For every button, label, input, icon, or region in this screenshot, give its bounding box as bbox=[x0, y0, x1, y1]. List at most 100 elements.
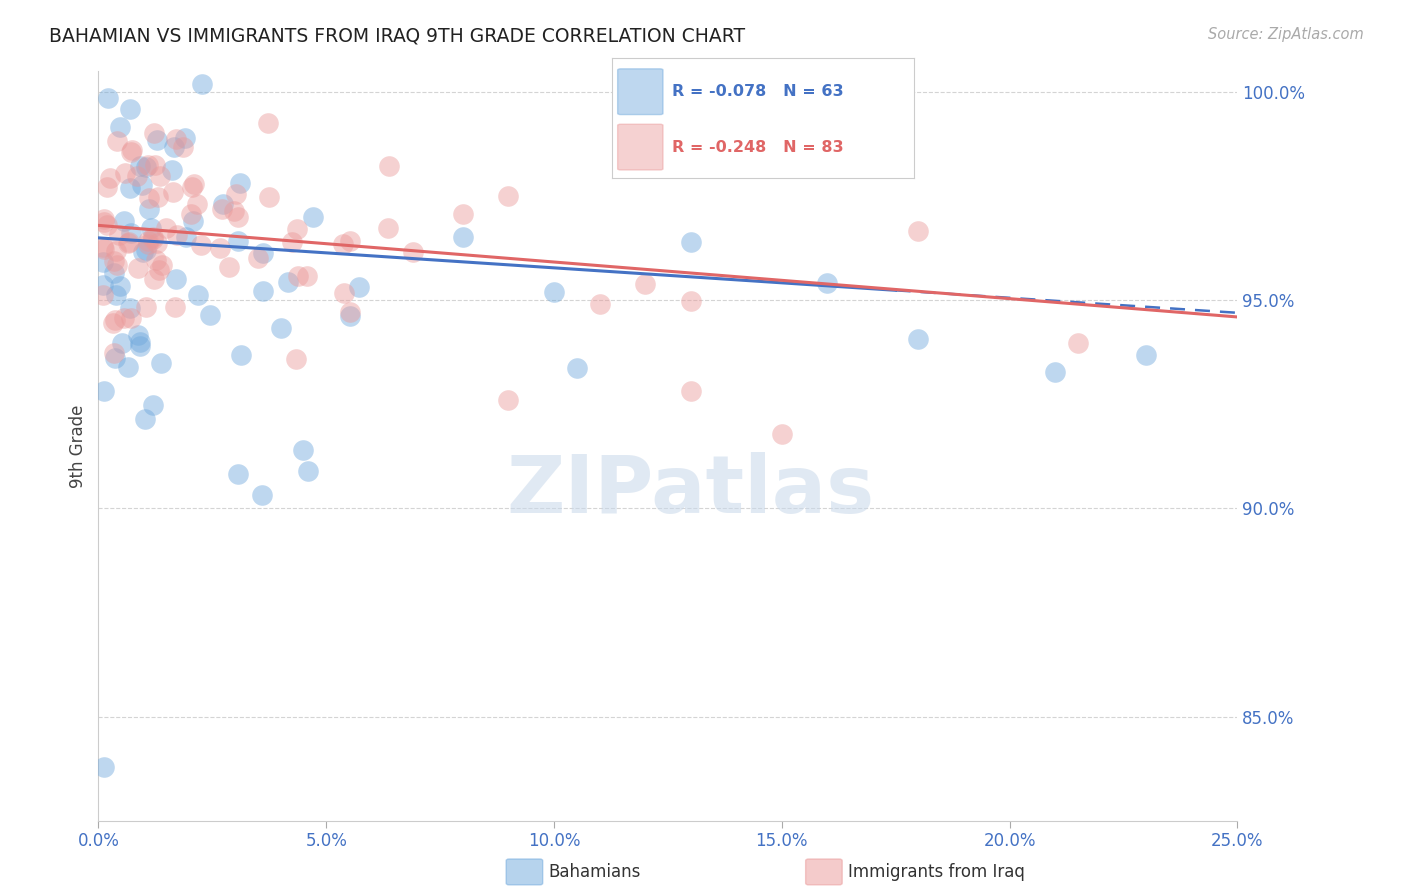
Point bbox=[114, 167, 136, 181]
Point bbox=[91, 278, 114, 293]
Point bbox=[907, 332, 929, 346]
Point bbox=[451, 229, 474, 244]
Point bbox=[96, 218, 118, 232]
Point bbox=[150, 356, 173, 370]
Point bbox=[172, 140, 194, 154]
Point bbox=[402, 244, 425, 259]
Point bbox=[129, 334, 152, 349]
Point bbox=[190, 237, 212, 252]
Point bbox=[142, 231, 165, 245]
Point bbox=[1135, 348, 1157, 362]
Point bbox=[103, 266, 125, 280]
Point bbox=[142, 230, 165, 244]
Point bbox=[770, 426, 793, 441]
Point bbox=[187, 287, 209, 301]
Point bbox=[297, 268, 319, 283]
FancyBboxPatch shape bbox=[617, 124, 664, 170]
Point bbox=[128, 339, 150, 353]
Point bbox=[162, 185, 184, 199]
Point bbox=[98, 171, 121, 186]
Point bbox=[180, 180, 202, 194]
Point bbox=[93, 215, 115, 229]
Point bbox=[815, 276, 838, 290]
Point bbox=[105, 244, 128, 258]
Point bbox=[127, 328, 149, 343]
Point bbox=[225, 186, 247, 201]
Point bbox=[211, 202, 233, 216]
Point bbox=[104, 313, 127, 327]
Point bbox=[1043, 365, 1066, 379]
Point bbox=[257, 116, 280, 130]
Point bbox=[93, 384, 115, 398]
Point bbox=[131, 178, 153, 193]
Point bbox=[679, 294, 702, 309]
Point bbox=[117, 236, 139, 251]
Point bbox=[97, 91, 120, 105]
Point bbox=[91, 240, 114, 254]
Point bbox=[907, 224, 929, 238]
Point bbox=[297, 464, 319, 478]
Point bbox=[285, 351, 308, 366]
Point bbox=[226, 235, 249, 249]
Point bbox=[132, 244, 155, 259]
Point bbox=[287, 268, 309, 283]
Point bbox=[498, 392, 520, 407]
Point bbox=[281, 235, 304, 250]
Point bbox=[209, 240, 232, 254]
Point bbox=[91, 254, 114, 268]
Point bbox=[101, 316, 124, 330]
Point bbox=[149, 169, 172, 183]
Text: R = -0.248   N = 83: R = -0.248 N = 83 bbox=[672, 139, 844, 154]
Point bbox=[347, 279, 370, 293]
Point bbox=[93, 212, 115, 227]
Point bbox=[228, 467, 250, 481]
Point bbox=[160, 162, 183, 177]
Text: BAHAMIAN VS IMMIGRANTS FROM IRAQ 9TH GRADE CORRELATION CHART: BAHAMIAN VS IMMIGRANTS FROM IRAQ 9TH GRA… bbox=[49, 27, 745, 45]
Point bbox=[543, 285, 565, 299]
Point bbox=[121, 143, 143, 157]
Point bbox=[222, 204, 245, 219]
Point bbox=[145, 252, 167, 267]
Point bbox=[135, 160, 157, 174]
Point bbox=[218, 260, 240, 274]
Point bbox=[174, 131, 197, 145]
Point bbox=[118, 301, 141, 315]
Point bbox=[247, 251, 270, 265]
FancyBboxPatch shape bbox=[617, 69, 664, 114]
Point bbox=[128, 159, 150, 173]
Point bbox=[120, 310, 142, 325]
Point bbox=[117, 235, 139, 250]
Point bbox=[112, 311, 135, 326]
Point bbox=[93, 242, 115, 256]
Point bbox=[252, 488, 274, 502]
Point bbox=[226, 210, 249, 224]
Point bbox=[112, 214, 135, 228]
Point bbox=[145, 133, 167, 147]
Point bbox=[108, 120, 131, 134]
Point bbox=[1067, 336, 1090, 351]
Point bbox=[191, 77, 214, 91]
Point bbox=[148, 190, 170, 204]
Point bbox=[135, 301, 157, 315]
Point bbox=[136, 234, 159, 248]
Point bbox=[634, 277, 657, 292]
Point bbox=[134, 412, 156, 426]
Point bbox=[146, 235, 169, 250]
Point bbox=[252, 245, 274, 260]
Point bbox=[292, 442, 315, 457]
Point bbox=[104, 351, 127, 365]
Point bbox=[211, 197, 233, 211]
Point bbox=[105, 134, 128, 148]
Point bbox=[451, 207, 474, 221]
Point bbox=[150, 259, 173, 273]
Point bbox=[165, 272, 187, 286]
Point bbox=[136, 157, 159, 171]
Text: Immigrants from Iraq: Immigrants from Iraq bbox=[848, 863, 1025, 881]
Point bbox=[166, 227, 188, 242]
Point bbox=[270, 321, 292, 335]
Point bbox=[111, 335, 134, 350]
Point bbox=[118, 181, 141, 195]
Point bbox=[565, 360, 588, 375]
Point bbox=[301, 211, 323, 225]
Point bbox=[143, 158, 166, 172]
